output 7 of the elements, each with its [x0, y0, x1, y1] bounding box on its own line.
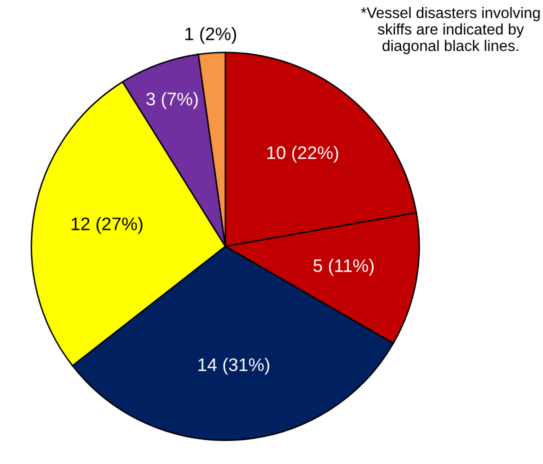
data-label: 10 (22%) [267, 146, 338, 163]
data-label: 5 (11%) [314, 258, 374, 276]
data-label: 12 (27%) [72, 217, 142, 234]
data-label: 14 (31%) [198, 358, 270, 375]
data-label: 3 (7%) [146, 92, 198, 109]
text: *Vessel disasters involving skiffs are indicated by diagonal black lines. [360, 6, 540, 54]
data-label: 1 (2%) [185, 27, 236, 44]
